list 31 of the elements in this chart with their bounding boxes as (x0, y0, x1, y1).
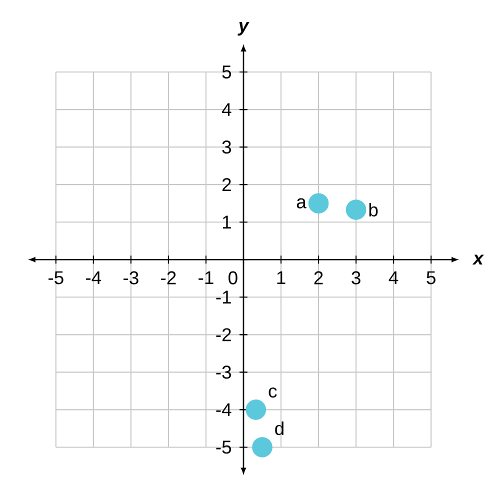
point (346, 200, 366, 220)
y-tick-label: -4 (216, 403, 232, 416)
x-tick-label: 1 (277, 271, 286, 284)
x-tick-label: -2 (161, 271, 176, 284)
point (308, 193, 329, 214)
x-tick-label: 0 (228, 271, 238, 284)
x-tick-label: -4 (86, 271, 102, 284)
x-tick-label: -1 (198, 271, 214, 284)
y-tick-label: 4 (222, 103, 232, 116)
y-tick-label: -2 (216, 328, 231, 342)
y-tick-label: -1 (216, 290, 231, 304)
y-tick-label: 5 (222, 66, 232, 78)
x-tick-label: 5 (426, 271, 436, 284)
annotation: c (268, 387, 277, 398)
x-tick-label: 2 (314, 271, 323, 284)
y-tick-label: -3 (216, 366, 231, 379)
x-tick-label: 4 (388, 271, 398, 284)
y-tick-label: 3 (222, 140, 231, 154)
x-axis-title: x (472, 254, 484, 264)
x-tick-label: -3 (124, 271, 138, 284)
x-tick-label: -5 (48, 271, 64, 284)
y-tick-label: 2 (222, 178, 231, 191)
y-tick-label: 1 (222, 216, 231, 228)
annotation: d (275, 421, 284, 436)
point (252, 437, 272, 458)
x-tick-label: 3 (352, 271, 360, 284)
point (246, 400, 266, 420)
y-axis-title: y (238, 22, 250, 36)
annotation: b (369, 202, 378, 216)
y-tick-label: -5 (216, 440, 232, 454)
annotation: a (296, 198, 306, 208)
